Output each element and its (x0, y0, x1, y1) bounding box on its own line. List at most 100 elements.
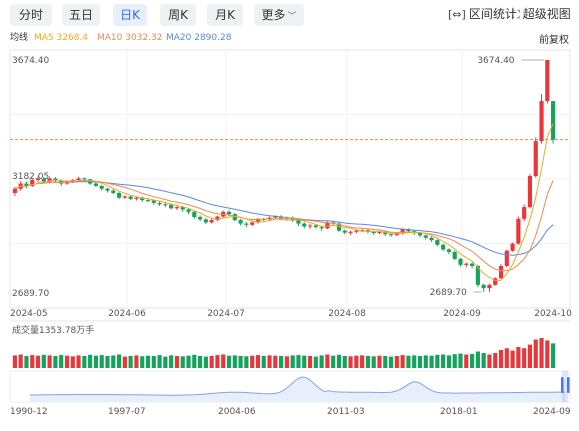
candle-body (429, 237, 434, 241)
volume-bar (533, 339, 538, 368)
candle-body (545, 60, 550, 102)
candle-body (24, 183, 29, 186)
candle-body (99, 185, 104, 189)
volume-bar (302, 355, 307, 368)
volume-bar (325, 354, 330, 368)
candle-body (163, 204, 168, 206)
ma20-value: MA20 2890.28 (166, 33, 232, 43)
tab-daily-k[interactable]: 日K (113, 4, 147, 26)
candle-body (174, 207, 180, 209)
navigator-right-handle[interactable] (567, 377, 570, 393)
volume-bar (250, 355, 255, 368)
volume-bar (516, 347, 521, 368)
volume-bar (169, 355, 174, 368)
candle-body (76, 178, 81, 181)
volume-bar (244, 356, 249, 368)
candle-body (383, 231, 388, 235)
date-axis-label: 2024-07 (207, 309, 245, 319)
candle-body (111, 190, 116, 193)
tab-monthly-k[interactable]: 月K (207, 4, 243, 26)
tab-five-day[interactable]: 五日 (62, 4, 100, 26)
volume-bar (504, 348, 509, 368)
price-adjust-toggle[interactable]: 前复权 (539, 35, 569, 46)
tab-more[interactable]: 更多 ﹀ (254, 4, 304, 26)
price-axis-mid: 3182.05 (12, 172, 49, 182)
volume-bar (452, 354, 457, 368)
candle-body (116, 192, 122, 198)
volume-bar (180, 356, 185, 368)
candle-body (348, 231, 353, 233)
volume-bar (441, 354, 446, 368)
date-axis-label: 2024-10 (534, 309, 572, 319)
navigator-area (30, 377, 565, 402)
candle-body (41, 178, 46, 182)
volume-bar (174, 356, 180, 368)
ma5-line (14, 123, 554, 281)
volume-bar (336, 354, 342, 368)
candle-body (250, 222, 255, 225)
candle-body (122, 196, 127, 198)
candle-body (151, 200, 156, 203)
volume-bar (186, 355, 191, 368)
volume-bar (209, 356, 214, 368)
tab-intraday[interactable]: 分时 (10, 4, 52, 26)
date-axis-label: 2024-06 (108, 309, 146, 319)
candle-body (180, 207, 185, 210)
candle-body (487, 284, 492, 289)
candle-body (458, 258, 463, 265)
candle-body (134, 197, 139, 199)
candle-body (377, 231, 382, 234)
volume-bar (122, 356, 127, 368)
volume-bar (493, 353, 498, 368)
volume-bar (406, 355, 411, 368)
ma10-line (14, 179, 554, 272)
volume-bar (435, 354, 440, 368)
candle-body (35, 178, 41, 181)
candle-body (394, 233, 399, 235)
volume-bar (470, 353, 475, 368)
candle-body (475, 266, 480, 285)
candle-body (290, 217, 295, 221)
volume-bar (510, 350, 515, 368)
tab-weekly-k[interactable]: 周K (160, 4, 196, 26)
volume-bar (255, 355, 261, 368)
candle-body (336, 223, 342, 231)
range-stats-button[interactable]: [⇔] 区间统计 (448, 6, 517, 23)
candle-body (342, 230, 347, 233)
candle-body (238, 220, 243, 224)
volume-bar (12, 355, 17, 368)
navigator-line (29, 376, 565, 396)
candle-body (279, 216, 284, 219)
volume-bar (238, 356, 243, 368)
volume-bar (498, 350, 504, 368)
candle-body (226, 211, 232, 215)
volume-bar (47, 355, 52, 368)
volume-bar (319, 355, 324, 368)
range-select-icon: [⇔] (448, 8, 466, 21)
candle-body (464, 263, 469, 265)
candle-body (93, 183, 98, 186)
candle-body (313, 225, 318, 228)
candle-body (157, 202, 162, 205)
volume-bar (487, 354, 492, 368)
candle-body (232, 214, 237, 221)
volume-bar (93, 355, 98, 368)
volume-bar (163, 356, 168, 368)
candle-body (504, 250, 509, 267)
navigator-left-handle[interactable] (561, 377, 564, 393)
period-toolbar: 分时 五日 日K 周K 月K 更多 ﹀ [⇔] 区间统计 ⛶ 超级视图 (0, 0, 579, 30)
candle-body (307, 225, 313, 227)
candle-body (302, 223, 307, 227)
candle-body (498, 266, 504, 279)
volume-bar (157, 355, 162, 368)
volume-bar (522, 348, 527, 368)
volume-bar (82, 356, 87, 368)
volume-bar (551, 343, 556, 368)
candle-body (533, 141, 538, 177)
navigator-date-label: 1997-07 (108, 407, 146, 417)
super-view-button[interactable]: ⛶ 超级视图 (512, 6, 571, 23)
volume-bar (192, 354, 197, 368)
volume-bar (290, 355, 295, 368)
volume-bar (88, 354, 93, 368)
